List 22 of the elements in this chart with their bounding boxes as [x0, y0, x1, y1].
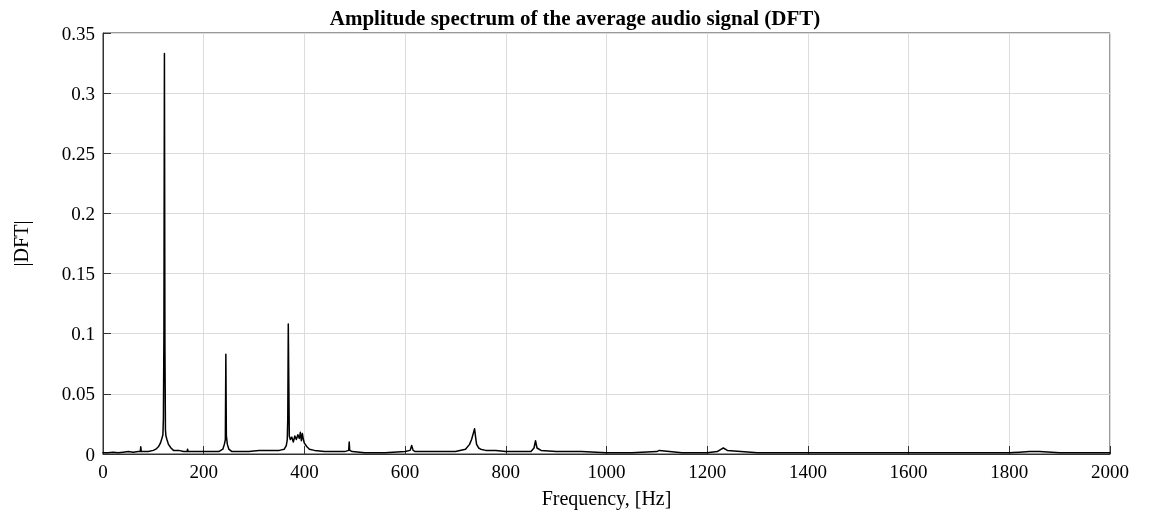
y-tick-label: 0.35 — [61, 22, 95, 44]
x-tick-label: 400 — [290, 461, 319, 482]
x-tick-label: 0 — [98, 461, 108, 482]
x-tick-label: 800 — [491, 461, 521, 482]
x-tick-label: 600 — [390, 461, 420, 482]
y-tick-label: 0.15 — [61, 263, 95, 285]
y-tick-label: 0 — [85, 443, 95, 465]
y-tick-label: 0.3 — [71, 82, 95, 104]
y-tick-label: 0.05 — [61, 383, 95, 405]
y-tick-label: 0.2 — [71, 202, 95, 224]
y-tick-label: 0.1 — [71, 323, 95, 345]
x-tick-label: 200 — [189, 461, 218, 482]
x-tick-label: 2000 — [1091, 461, 1129, 482]
x-tick-label: 1200 — [688, 461, 727, 482]
y-axis-title: |DFT| — [10, 220, 33, 267]
x-tick-label: 1600 — [889, 461, 928, 482]
x-axis-title: Frequency, [Hz] — [541, 487, 672, 510]
x-tick-label: 1400 — [788, 461, 827, 482]
x-tick-label: 1800 — [990, 461, 1029, 482]
y-tick-label: 0.25 — [61, 142, 95, 164]
x-tick-label: 1000 — [587, 461, 626, 482]
chart-title: Amplitude spectrum of the average audio signal (DFT) — [329, 5, 821, 30]
